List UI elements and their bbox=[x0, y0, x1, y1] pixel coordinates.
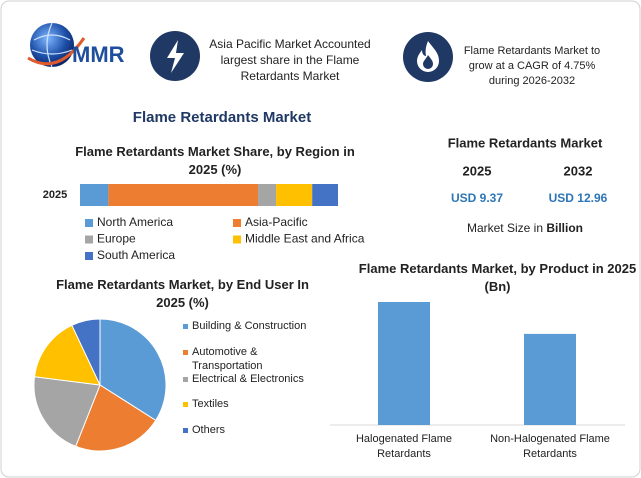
legend-swatch bbox=[183, 350, 188, 355]
note-unit: Billion bbox=[546, 221, 583, 235]
chart-title: Flame Retardants Market Share, by Region… bbox=[75, 144, 355, 177]
legend-swatch bbox=[85, 235, 93, 244]
legend-label: Asia-Pacific bbox=[245, 215, 308, 229]
legend-label: Textiles bbox=[192, 398, 229, 410]
callout-text: Flame Retardants Market to grow at a CAG… bbox=[463, 45, 601, 87]
bar-segment bbox=[80, 184, 109, 206]
legend-label: North America bbox=[97, 215, 173, 229]
pie-slice bbox=[33, 324, 101, 386]
legend-swatch bbox=[183, 428, 188, 433]
legend-label: South America bbox=[97, 248, 175, 262]
year: 2025 bbox=[463, 163, 492, 178]
legend-label: Building & Construction bbox=[192, 320, 307, 332]
legend-label: Automotive & Transportation bbox=[192, 346, 263, 372]
pie-slice bbox=[33, 376, 101, 448]
note-text: Market Size in bbox=[467, 221, 543, 235]
pie-slice bbox=[71, 318, 101, 386]
logo-globe bbox=[30, 23, 74, 67]
legend-label: Middle East and Africa bbox=[245, 232, 365, 246]
legend-swatch bbox=[183, 377, 188, 382]
legend-swatch bbox=[233, 219, 241, 227]
market-size-note: Market Size in Billion bbox=[467, 221, 583, 235]
bar bbox=[524, 333, 576, 425]
pie-slice bbox=[75, 384, 157, 452]
market-value: USD 12.96 bbox=[549, 191, 608, 205]
category-label: 2025 bbox=[43, 189, 67, 201]
market-size-title: Flame Retardants Market bbox=[448, 135, 603, 150]
bar-segment bbox=[108, 184, 259, 206]
bar-segment bbox=[276, 184, 313, 206]
legend-label: Electrical & Electronics bbox=[192, 373, 304, 385]
flame-inner bbox=[423, 55, 433, 69]
bolt-icon bbox=[167, 40, 184, 73]
legend-swatch bbox=[85, 252, 93, 260]
bar-segment bbox=[312, 184, 338, 206]
x-tick-label: Halogenated Flame Retardants bbox=[355, 433, 452, 460]
legend-label: Others bbox=[192, 424, 226, 436]
bar bbox=[378, 302, 430, 425]
market-value: USD 9.37 bbox=[451, 191, 503, 205]
callout-text: Asia Pacific Market Accounted largest sh… bbox=[209, 37, 371, 83]
chart-title: Flame Retardants Market, by End User In … bbox=[56, 277, 309, 310]
x-tick-label: Non-Halogenated Flame Retardants bbox=[490, 433, 610, 460]
logo-swoosh bbox=[27, 37, 86, 66]
legend-swatch bbox=[183, 324, 188, 329]
legend-label: Europe bbox=[97, 232, 136, 246]
bar-segment bbox=[258, 184, 277, 206]
logo-text: MMR bbox=[72, 42, 125, 67]
legend-swatch bbox=[85, 219, 93, 227]
legend-swatch bbox=[233, 235, 241, 244]
main-title: Flame Retardants Market bbox=[133, 109, 311, 126]
chart-title: Flame Retardants Market, by Product in 2… bbox=[358, 261, 637, 294]
legend-swatch bbox=[183, 402, 188, 407]
year: 2032 bbox=[564, 163, 593, 178]
